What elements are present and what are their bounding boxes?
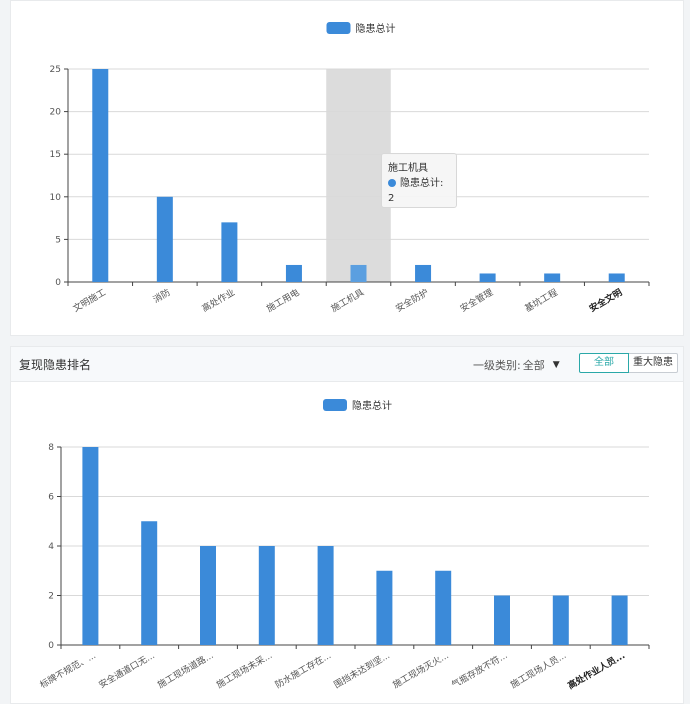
x-category-label: 安全防护 bbox=[393, 286, 430, 314]
x-category-label: 施工现场道路... bbox=[155, 649, 215, 691]
bar-8[interactable] bbox=[552, 595, 569, 646]
y-tick-label: 25 bbox=[50, 65, 61, 75]
y-tick-label: 8 bbox=[48, 443, 54, 453]
tooltip-title: 施工机具 bbox=[388, 163, 428, 174]
legend-swatch bbox=[326, 22, 351, 34]
x-category-label: 围挡未达到坚... bbox=[332, 649, 392, 691]
bar-5[interactable] bbox=[415, 264, 432, 282]
series-dot-icon bbox=[388, 179, 396, 187]
y-tick-label: 4 bbox=[48, 542, 54, 552]
section-title: 复现隐患排名 bbox=[19, 358, 92, 372]
y-tick-label: 0 bbox=[48, 641, 54, 651]
caret-down-icon: ▼ bbox=[552, 360, 560, 370]
x-category-label: 防水施工存在... bbox=[273, 649, 333, 691]
bar-7[interactable] bbox=[544, 273, 561, 282]
legend-label: 隐患总计 bbox=[356, 22, 396, 35]
bar-6[interactable] bbox=[435, 570, 452, 645]
tooltip-value: 隐患总计: 2 bbox=[388, 178, 444, 204]
chart-tooltip: 施工机具 隐患总计: 2 bbox=[381, 153, 457, 208]
bar-4[interactable] bbox=[317, 546, 334, 645]
x-category-label: 高处作业人员... bbox=[565, 649, 627, 692]
x-category-label: 施工用电 bbox=[264, 286, 301, 314]
bar-8[interactable] bbox=[608, 273, 625, 282]
major-hazards-button[interactable]: 重大隐患 bbox=[629, 353, 678, 373]
bar-7[interactable] bbox=[494, 595, 510, 646]
card-header: 复现隐患排名 一级类别: 全部 ▼ 全部 重大隐患 bbox=[11, 347, 683, 382]
bar-0[interactable] bbox=[82, 447, 99, 645]
legend[interactable]: 隐患总计 bbox=[326, 22, 396, 35]
category-filter-dropdown[interactable]: 一级类别: 全部 ▼ bbox=[473, 357, 560, 373]
bar-5[interactable] bbox=[376, 570, 393, 645]
x-category-label: 施工机具 bbox=[329, 286, 366, 314]
x-category-label: 施工现场人员... bbox=[508, 649, 568, 691]
bar-1[interactable] bbox=[156, 196, 173, 282]
bar-1[interactable] bbox=[141, 521, 158, 645]
x-category-label: 文明施工 bbox=[71, 286, 108, 314]
x-category-label: 安全通道口无... bbox=[96, 649, 156, 691]
x-category-label: 施工现场未采... bbox=[214, 649, 274, 691]
y-tick-label: 10 bbox=[50, 193, 62, 203]
bar-9[interactable] bbox=[611, 595, 628, 646]
x-category-label: 气瓶存放不符... bbox=[449, 649, 509, 691]
legend[interactable]: 隐患总计 bbox=[323, 399, 392, 412]
y-tick-label: 5 bbox=[55, 235, 61, 245]
bar-2[interactable] bbox=[200, 546, 216, 645]
y-tick-label: 6 bbox=[48, 493, 54, 503]
x-category-label: 安全管理 bbox=[458, 286, 495, 314]
recurring-hazards-card: 复现隐患排名 一级类别: 全部 ▼ 全部 重大隐患 隐患总计 0 2 4 6 8 标牌不规范… bbox=[10, 346, 684, 704]
filter-value: 全部 bbox=[522, 359, 545, 372]
hazard-type-toggle: 全部 重大隐患 bbox=[579, 353, 678, 373]
filter-label: 一级类别: bbox=[473, 359, 521, 372]
y-tick-label: 0 bbox=[55, 278, 61, 288]
bar-3[interactable] bbox=[258, 546, 275, 645]
y-tick-label: 15 bbox=[50, 150, 61, 160]
bar-6[interactable] bbox=[479, 273, 496, 282]
category-chart-card: 隐患总计 0 5 10 15 20 25 文明施工 消防 高处作业 施工用电 施工机具 安全防护 安全管理… bbox=[10, 0, 684, 336]
x-category-label: 基坑工程 bbox=[522, 286, 559, 314]
x-category-label: 施工现场灭火... bbox=[390, 649, 450, 691]
bar-0[interactable] bbox=[92, 69, 109, 282]
x-category-label: 高处作业 bbox=[200, 286, 237, 314]
hover-highlight-band bbox=[326, 69, 391, 282]
y-tick-label: 2 bbox=[48, 592, 54, 602]
x-category-label: 消防 bbox=[151, 286, 173, 305]
all-button[interactable]: 全部 bbox=[579, 353, 629, 373]
legend-swatch bbox=[323, 399, 347, 411]
bar-4[interactable] bbox=[350, 264, 367, 282]
legend-label: 隐患总计 bbox=[352, 399, 392, 412]
bar-3[interactable] bbox=[285, 264, 302, 282]
x-category-label: 标牌不规范、... bbox=[38, 649, 98, 691]
bar-2[interactable] bbox=[221, 222, 238, 282]
x-category-label: 安全文明 bbox=[587, 286, 624, 314]
y-tick-label: 20 bbox=[50, 108, 62, 118]
